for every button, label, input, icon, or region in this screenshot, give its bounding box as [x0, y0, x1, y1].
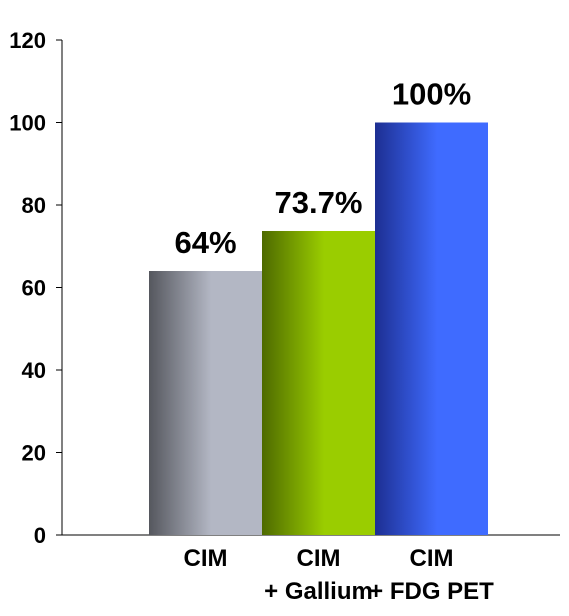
category-label-2-line-2: + Gallium [264, 578, 373, 605]
y-tick-label: 80 [22, 193, 46, 218]
data-label-3: 100% [392, 77, 471, 112]
bars [149, 122, 488, 536]
bar-1 [149, 271, 262, 535]
bar-3 [375, 122, 488, 535]
data-label-1: 64% [174, 225, 236, 260]
category-label-2-line-1: CIM [297, 545, 341, 572]
data-labels: 64% 73.7% 100% [174, 77, 471, 261]
y-tick-label: 40 [22, 358, 46, 383]
category-label-1-line-1: CIM [184, 545, 228, 572]
category-label-3-line-2: + FDG PET [369, 578, 494, 605]
category-labels: CIM CIM + Gallium CIM + FDG PET [184, 545, 495, 605]
y-tick-label: 0 [34, 523, 46, 548]
data-label-2: 73.7% [275, 185, 363, 220]
bar-2 [262, 230, 375, 536]
category-label-3-line-1: CIM [410, 545, 454, 572]
y-tick-label: 120 [9, 28, 46, 53]
y-axis: 0 20 40 60 80 100 120 [9, 28, 63, 548]
y-tick-label: 20 [22, 441, 46, 466]
y-tick-label: 100 [9, 111, 46, 136]
y-tick-label: 60 [22, 276, 46, 301]
